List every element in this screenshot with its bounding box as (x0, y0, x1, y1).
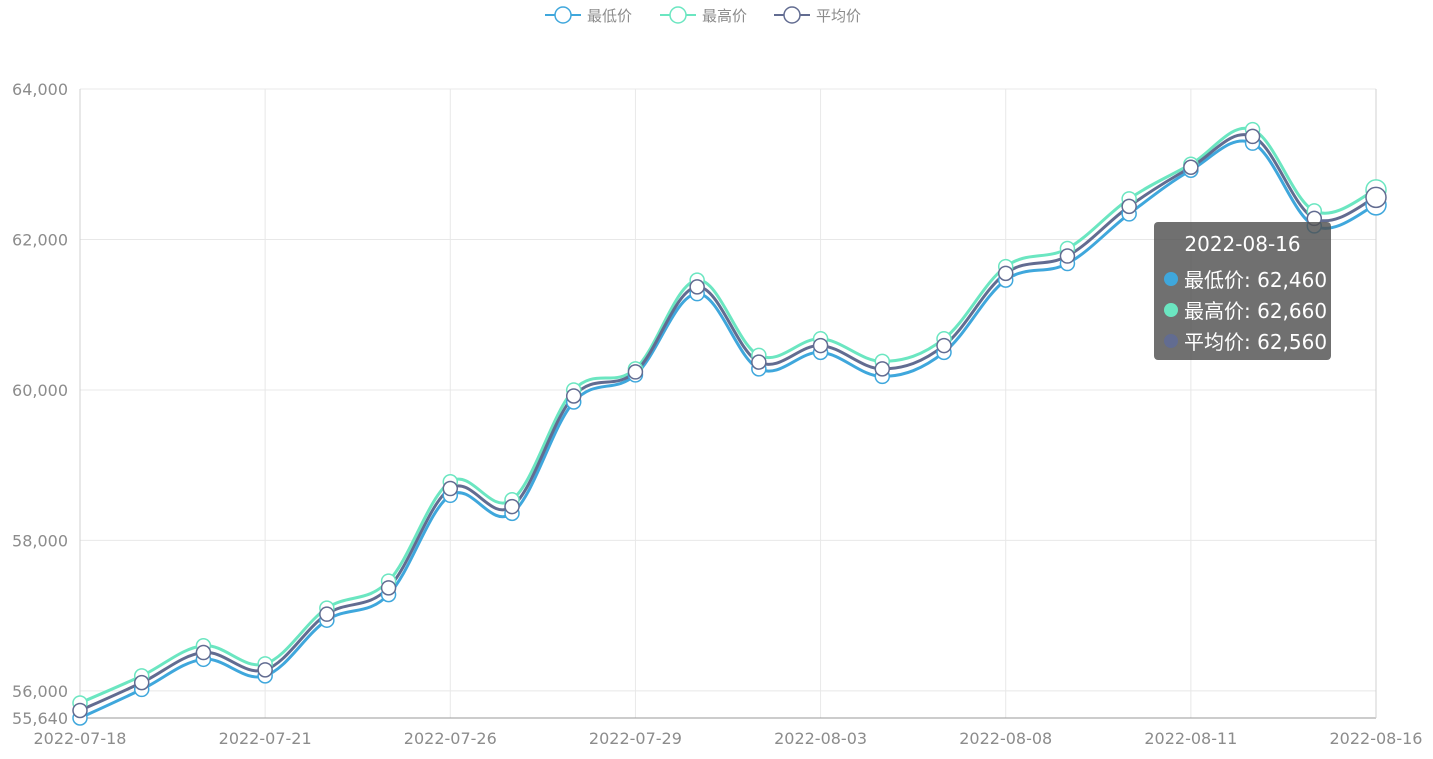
data-point-avg (380, 580, 397, 596)
tooltip-dot-low-icon (1164, 271, 1178, 286)
data-point-avg (1183, 159, 1199, 175)
data-point-avg (442, 480, 459, 497)
legend-item-low[interactable]: 最低价 (545, 3, 632, 27)
tooltip: 2022-08-16 最低价: 62,460 最高价: 62,660 平均价: … (1154, 222, 1331, 360)
data-point-avg (133, 674, 150, 691)
data-point-avg (1365, 186, 1387, 209)
y-tick-label: 62,000 (12, 230, 68, 249)
series-line-avg (79, 133, 1377, 712)
chart-grid (79, 88, 1377, 718)
tooltip-label-avg: 平均价: 62,560 (1184, 330, 1328, 354)
data-point-avg (997, 265, 1014, 282)
data-point-avg (627, 364, 644, 380)
legend-symbol-low-icon (545, 6, 581, 24)
legend-label-high: 最高价 (702, 6, 748, 25)
x-tick-label: 2022-07-21 (219, 729, 312, 748)
data-point-avg (195, 644, 212, 661)
data-point-avg (319, 606, 335, 622)
chart-legend: 最低价 最高价 平均价 (0, 0, 1433, 30)
data-point-avg (751, 354, 767, 370)
tooltip-dot-high-icon (1164, 302, 1178, 317)
x-tick-label: 2022-08-08 (959, 729, 1052, 748)
tooltip-dot-avg-icon (1164, 333, 1178, 348)
y-tick-label: 55,640 (12, 709, 68, 728)
data-point-avg (565, 388, 582, 404)
legend-item-high[interactable]: 最高价 (660, 3, 747, 27)
x-tick-label: 2022-07-29 (589, 729, 682, 748)
x-tick-label: 2022-08-03 (774, 729, 867, 748)
chart-tick-labels: 55,640 56,000 58,000 60,000 62,000 64,000 2022… (12, 80, 1422, 748)
chart-points (72, 121, 1387, 726)
y-tick-label: 58,000 (12, 531, 68, 550)
tooltip-row-avg: 平均价: 62,560 (1164, 326, 1327, 355)
legend-symbol-avg-icon (774, 6, 810, 24)
data-point-avg (1121, 198, 1137, 215)
series-line-high (79, 126, 1377, 705)
tooltip-label-low: 最低价: 62,460 (1184, 268, 1328, 292)
tooltip-label-high: 最高价: 62,660 (1184, 299, 1328, 323)
tooltip-row-high: 最高价: 62,660 (1164, 295, 1327, 324)
x-tick-label: 2022-07-18 (34, 729, 127, 748)
tooltip-row-low: 最低价: 62,460 (1164, 264, 1327, 293)
data-point-avg (1059, 248, 1076, 264)
tooltip-title: 2022-08-16 (1184, 232, 1301, 256)
y-tick-label: 60,000 (12, 381, 68, 400)
legend-label-low: 最低价 (587, 6, 633, 25)
data-point-avg (257, 662, 273, 678)
legend-symbol-high-icon (660, 6, 696, 24)
data-point-avg (812, 337, 829, 354)
data-point-avg (874, 361, 891, 377)
data-point-avg (1244, 128, 1261, 145)
chart-series (79, 126, 1377, 720)
legend-label-avg: 平均价 (816, 6, 862, 25)
data-point-avg (689, 279, 705, 295)
y-tick-label: 64,000 (12, 80, 68, 99)
legend-item-avg[interactable]: 平均价 (774, 3, 861, 27)
chart-axes (79, 89, 1377, 719)
data-point-avg (936, 337, 952, 354)
data-point-avg (504, 498, 520, 515)
x-tick-label: 2022-08-16 (1330, 729, 1423, 748)
data-point-avg (72, 702, 88, 719)
x-tick-label: 2022-08-11 (1144, 729, 1237, 748)
y-tick-label: 56,000 (12, 682, 68, 701)
x-tick-label: 2022-07-26 (404, 729, 497, 748)
